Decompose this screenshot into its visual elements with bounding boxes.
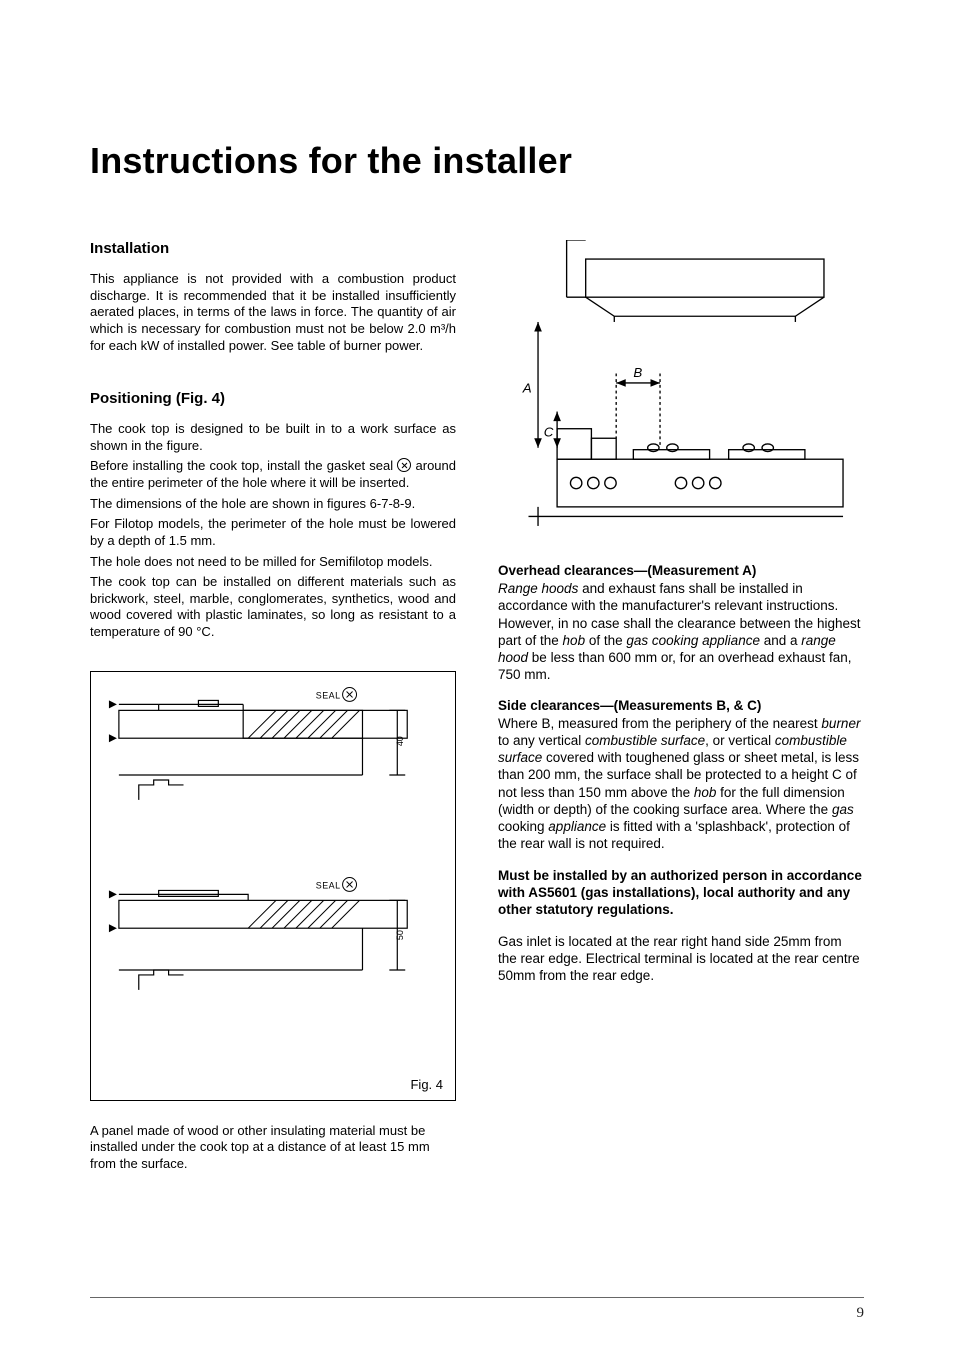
positioning-p1: The cook top is designed to be built in … — [90, 421, 456, 454]
page-title: Instructions for the installer — [90, 140, 864, 182]
figure-4-diagram-bottom: SEAL 50 — [99, 870, 447, 1060]
figure-4-box: SEAL 40 — [90, 671, 456, 1101]
right-column: A B C Overhead clearances—(Measurement A… — [498, 240, 864, 1177]
clearance-diagram: A B C — [498, 240, 864, 545]
installation-heading: Installation — [90, 240, 456, 257]
positioning-p2: Before installing the cook top, install … — [90, 458, 456, 491]
page-number: 9 — [857, 1305, 865, 1322]
gas-inlet-note: Gas inlet is located at the rear right h… — [498, 933, 864, 985]
positioning-heading: Positioning (Fig. 4) — [90, 390, 456, 407]
footer-rule — [90, 1297, 864, 1298]
positioning-p6: The cook top can be installed on differe… — [90, 574, 456, 641]
positioning-p3: The dimensions of the hole are shown in … — [90, 496, 456, 513]
seal-label-top: SEAL — [316, 690, 341, 700]
panel-note: A panel made of wood or other insulating… — [90, 1123, 456, 1173]
side-clearances-heading: Side clearances—(Measurements B, & C) — [498, 698, 864, 713]
left-column: Installation This appliance is not provi… — [90, 240, 456, 1177]
side-clearances-para: Where B, measured from the periphery of … — [498, 715, 864, 853]
overhead-clearances-heading: Overhead clearances—(Measurement A) — [498, 563, 864, 578]
figure-4-caption: Fig. 4 — [410, 1077, 443, 1092]
two-column-layout: Installation This appliance is not provi… — [90, 240, 864, 1177]
dim-50: 50 — [395, 930, 405, 940]
positioning-p4: For Filotop models, the perimeter of the… — [90, 516, 456, 549]
authorized-install-note: Must be installed by an authorized perso… — [498, 867, 864, 919]
installation-paragraph: This appliance is not provided with a co… — [90, 271, 456, 354]
label-b: B — [633, 365, 642, 380]
gasket-seal-icon — [397, 458, 411, 472]
overhead-clearances-para: Range hoods and exhaust fans shall be in… — [498, 580, 864, 684]
positioning-p5: The hole does not need to be milled for … — [90, 554, 456, 571]
figure-4-diagram-top: SEAL 40 — [99, 680, 447, 870]
label-c: C — [544, 424, 554, 439]
label-a: A — [522, 381, 532, 396]
positioning-p2a: Before installing the cook top, install … — [90, 458, 397, 473]
dim-40: 40 — [395, 736, 405, 746]
seal-label-bottom: SEAL — [316, 880, 341, 890]
